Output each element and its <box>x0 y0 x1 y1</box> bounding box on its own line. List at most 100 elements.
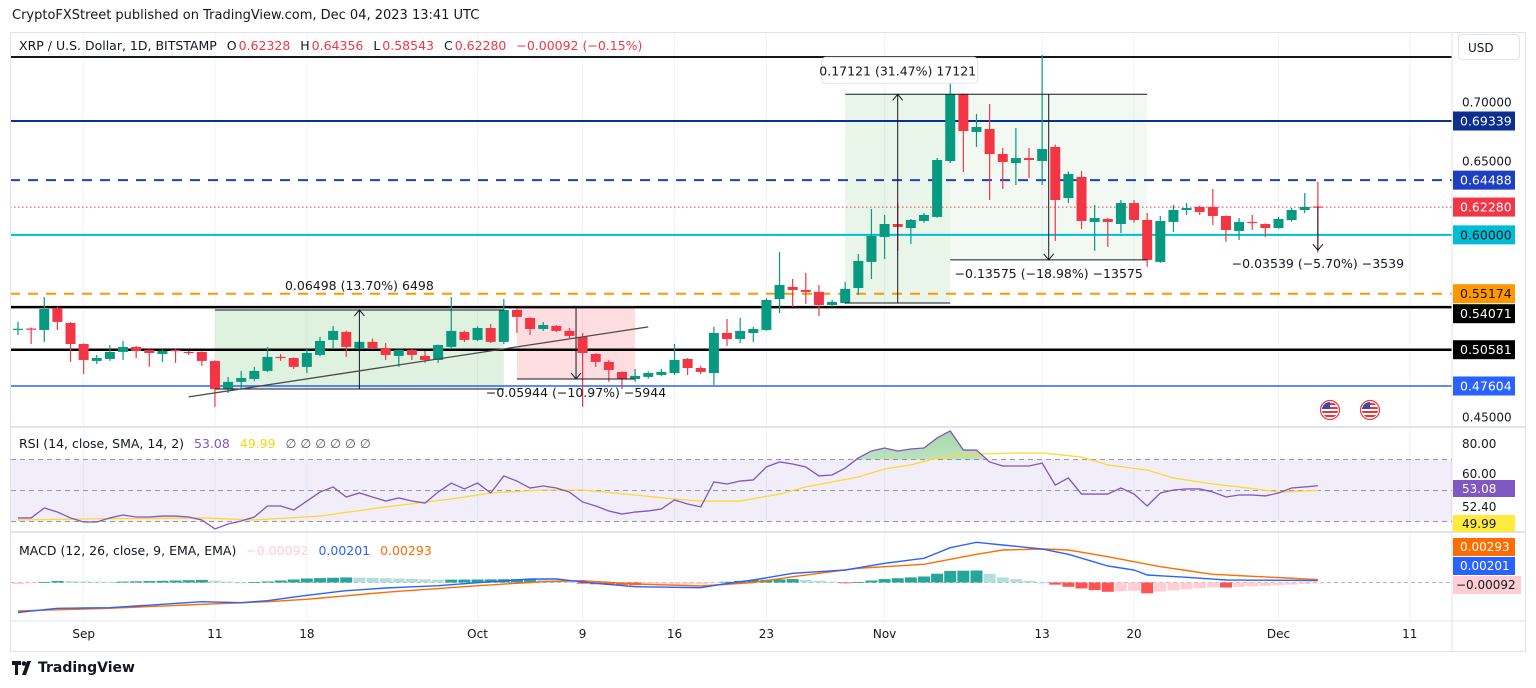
us-flag-icon[interactable] <box>1359 399 1381 421</box>
candle-body <box>958 94 969 131</box>
candle <box>406 348 417 360</box>
candle <box>827 299 838 307</box>
macd-histogram-bar <box>313 578 326 583</box>
candle-body <box>616 371 627 379</box>
macd-histogram-bar <box>826 581 839 583</box>
candle-body <box>393 349 404 356</box>
price-range-label: −0.03539 (−5.70%) −3539 <box>1232 256 1404 271</box>
candle <box>1050 144 1061 241</box>
price-axis-tick: 0.70000 <box>1462 96 1512 110</box>
candle <box>1299 193 1310 214</box>
price-badge <box>1453 111 1515 131</box>
candle <box>144 349 155 367</box>
price-axis-badges: 0.69339 0.64488 0.62280 0.60000 0.55174 0.540… <box>1453 111 1515 396</box>
macd-histogram-bar <box>38 581 51 583</box>
candle-body <box>472 328 483 340</box>
candle-body <box>564 330 575 336</box>
candle <box>472 326 483 341</box>
macd-histogram-bar <box>353 577 366 583</box>
macd-histogram-bar <box>773 579 786 583</box>
candle <box>433 344 444 363</box>
candle <box>590 353 601 367</box>
candle-body <box>1010 158 1021 164</box>
macd-histogram-bar <box>235 582 248 584</box>
macd-histogram-bar <box>852 581 865 583</box>
candle-body <box>314 340 325 355</box>
us-flag-icon[interactable] <box>1319 399 1341 421</box>
candle-body <box>1194 206 1205 212</box>
macd-histogram-bar <box>1062 582 1075 587</box>
price-badge <box>1453 170 1515 190</box>
macd-histogram-bar <box>694 582 707 585</box>
candle-body <box>590 353 601 362</box>
candle-body <box>932 160 943 217</box>
candle-body <box>1299 206 1310 210</box>
macd-histogram-bar <box>878 579 891 583</box>
candle <box>813 284 824 316</box>
currency-button[interactable]: USD <box>1458 34 1520 60</box>
candle <box>656 368 667 377</box>
price-badge <box>1453 304 1515 324</box>
candle-body <box>288 358 299 367</box>
macd-histogram-bar <box>681 582 694 585</box>
macd-value: 0.00201 <box>318 543 371 558</box>
macd-histogram-bar <box>1101 582 1114 592</box>
publisher-line: CryptoFXStreet published on TradingView.… <box>12 8 480 23</box>
arrowhead-icon <box>1043 253 1055 261</box>
macd-histogram-bar <box>103 581 116 583</box>
candle <box>65 322 76 362</box>
candle <box>1010 128 1021 185</box>
arrowhead-icon <box>1312 243 1324 251</box>
candle-body <box>866 235 877 262</box>
macd-histogram-bar <box>182 580 195 583</box>
time-axis-label: 23 <box>759 627 774 641</box>
rsi-title[interactable]: RSI (14, close, SMA, 14, 2) <box>19 436 185 451</box>
candle <box>118 340 129 360</box>
price-badge-value: 0.47604 <box>1460 378 1512 393</box>
candle-body <box>1155 220 1166 262</box>
candle <box>1220 215 1231 242</box>
time-axis-label: Dec <box>1267 627 1290 641</box>
candle <box>446 296 457 349</box>
macd-histogram-bar <box>432 579 445 583</box>
macd-histogram-bar <box>1114 582 1127 592</box>
close-value: 0.62280 <box>454 38 507 53</box>
macd-histogram-bar <box>786 579 799 583</box>
macd-histogram <box>12 570 1324 594</box>
macd-title[interactable]: MACD (12, 26, close, 9, EMA, EMA) <box>19 543 237 558</box>
candle-body <box>1076 176 1087 221</box>
candle-body <box>1220 215 1231 230</box>
candle <box>1234 218 1245 240</box>
trendline[interactable] <box>188 326 649 398</box>
macd-histogram-bar <box>891 578 904 583</box>
candle-body <box>577 336 588 354</box>
candle <box>525 317 536 335</box>
macd-pane: 0.00293 0.00201 −0.00092 <box>11 538 1521 614</box>
macd-histogram-bar <box>25 582 38 584</box>
candle-body <box>367 341 378 349</box>
symbol-title[interactable]: XRP / U.S. Dollar, 1D, BITSTAMP <box>19 38 217 53</box>
candle-body <box>787 286 798 290</box>
time-axis-label: 16 <box>667 627 682 641</box>
candle-body <box>1063 174 1074 199</box>
tradingview-logo[interactable]: TradingView <box>12 660 135 676</box>
macd-signal-badge <box>1453 538 1515 556</box>
time-axis-label: 18 <box>299 627 314 641</box>
price-range-label-box <box>821 56 979 84</box>
price-badge <box>1453 197 1515 217</box>
candle-body <box>13 328 23 330</box>
time-axis[interactable]: Sep 11 18 Oct 9 16 23 Nov 13 20 Dec 11 <box>72 627 1417 641</box>
candle-body <box>945 94 956 161</box>
candle-body <box>170 349 181 352</box>
candle <box>932 158 943 218</box>
candle-body <box>748 328 759 334</box>
candle <box>328 325 339 349</box>
candle <box>682 358 693 375</box>
candle <box>157 349 168 362</box>
candle <box>616 371 627 389</box>
candlestick-series <box>13 55 1323 407</box>
candle <box>1142 213 1153 267</box>
low-label: L <box>373 38 381 53</box>
time-axis-label: 9 <box>579 627 587 641</box>
